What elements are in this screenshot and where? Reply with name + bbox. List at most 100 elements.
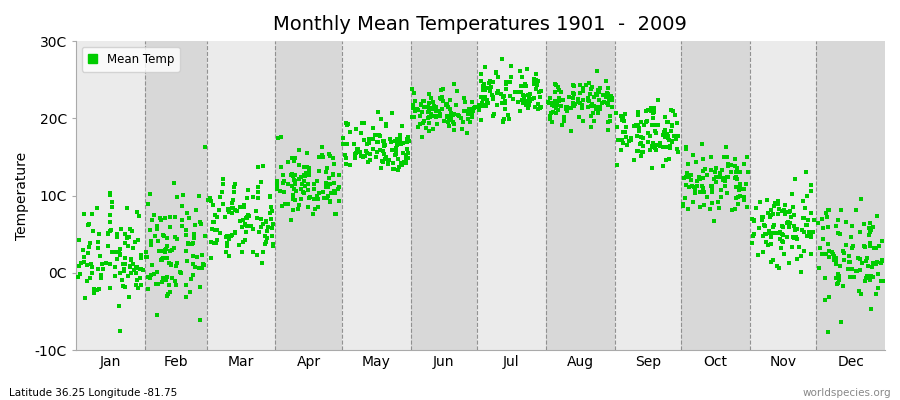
Point	[601, 84, 616, 91]
Point	[169, 263, 184, 270]
Point	[500, 86, 514, 93]
Point	[354, 153, 368, 159]
Point	[378, 141, 392, 148]
Point	[831, 271, 845, 277]
Point	[246, 226, 260, 232]
Point	[821, 329, 835, 336]
Point	[530, 82, 544, 88]
Point	[186, 272, 201, 279]
Point	[835, 248, 850, 254]
Point	[804, 188, 818, 194]
Point	[491, 88, 505, 94]
Bar	[410, 41, 477, 350]
Point	[724, 206, 739, 213]
Point	[847, 274, 861, 280]
Point	[215, 189, 230, 196]
Point	[876, 258, 890, 265]
Point	[680, 170, 695, 177]
Point	[739, 181, 753, 187]
Point	[350, 146, 365, 152]
Point	[802, 229, 816, 235]
Point	[466, 108, 481, 114]
Point	[150, 225, 165, 232]
Point	[634, 119, 649, 125]
Point	[194, 284, 208, 290]
Point	[194, 220, 208, 227]
Point	[458, 99, 473, 105]
Point	[324, 190, 338, 196]
Point	[192, 265, 206, 271]
Point	[187, 263, 202, 270]
Point	[238, 237, 252, 243]
Point	[264, 204, 278, 210]
Point	[522, 102, 536, 109]
Point	[379, 123, 393, 130]
Point	[198, 233, 212, 240]
Point	[360, 140, 374, 147]
Point	[528, 71, 543, 78]
Point	[428, 114, 443, 121]
Point	[804, 234, 818, 240]
Point	[648, 122, 662, 128]
Point	[170, 260, 184, 267]
Point	[806, 216, 821, 223]
Point	[600, 90, 615, 97]
Point	[636, 122, 651, 128]
Point	[246, 194, 260, 200]
Point	[107, 263, 122, 270]
Point	[374, 165, 388, 171]
Point	[814, 251, 829, 257]
Point	[228, 230, 242, 236]
Point	[666, 108, 680, 114]
Point	[228, 180, 242, 187]
Point	[541, 100, 555, 106]
Point	[92, 231, 106, 238]
Point	[531, 106, 545, 112]
Point	[616, 129, 630, 135]
Point	[99, 260, 113, 267]
Point	[746, 231, 760, 237]
Point	[79, 278, 94, 284]
Point	[482, 88, 497, 94]
Point	[78, 294, 93, 301]
Point	[210, 227, 224, 233]
Point	[624, 136, 638, 142]
Point	[169, 282, 184, 288]
Point	[641, 138, 655, 145]
Point	[412, 121, 427, 128]
Point	[740, 203, 754, 210]
Point	[829, 275, 843, 281]
Point	[757, 222, 771, 229]
Point	[631, 108, 645, 115]
Point	[684, 172, 698, 178]
Point	[560, 104, 574, 110]
Point	[533, 94, 547, 101]
Point	[311, 190, 326, 196]
Point	[600, 127, 615, 134]
Point	[179, 282, 194, 288]
Point	[876, 278, 890, 284]
Point	[562, 94, 576, 100]
Point	[553, 98, 567, 104]
Point	[250, 195, 265, 201]
Point	[518, 80, 532, 87]
Point	[179, 294, 194, 300]
Point	[480, 97, 494, 104]
Point	[679, 146, 693, 152]
Point	[665, 138, 680, 144]
Point	[139, 248, 153, 255]
Title: Monthly Mean Temperatures 1901  -  2009: Monthly Mean Temperatures 1901 - 2009	[274, 15, 688, 34]
Point	[167, 278, 182, 284]
Point	[155, 248, 169, 254]
Point	[288, 181, 302, 188]
Point	[472, 107, 486, 113]
Point	[456, 94, 471, 101]
Point	[770, 210, 785, 217]
Point	[472, 102, 486, 108]
Point	[755, 214, 770, 220]
Point	[360, 149, 374, 156]
Point	[584, 102, 598, 109]
Point	[151, 248, 166, 254]
Point	[819, 210, 833, 216]
Point	[766, 211, 780, 217]
